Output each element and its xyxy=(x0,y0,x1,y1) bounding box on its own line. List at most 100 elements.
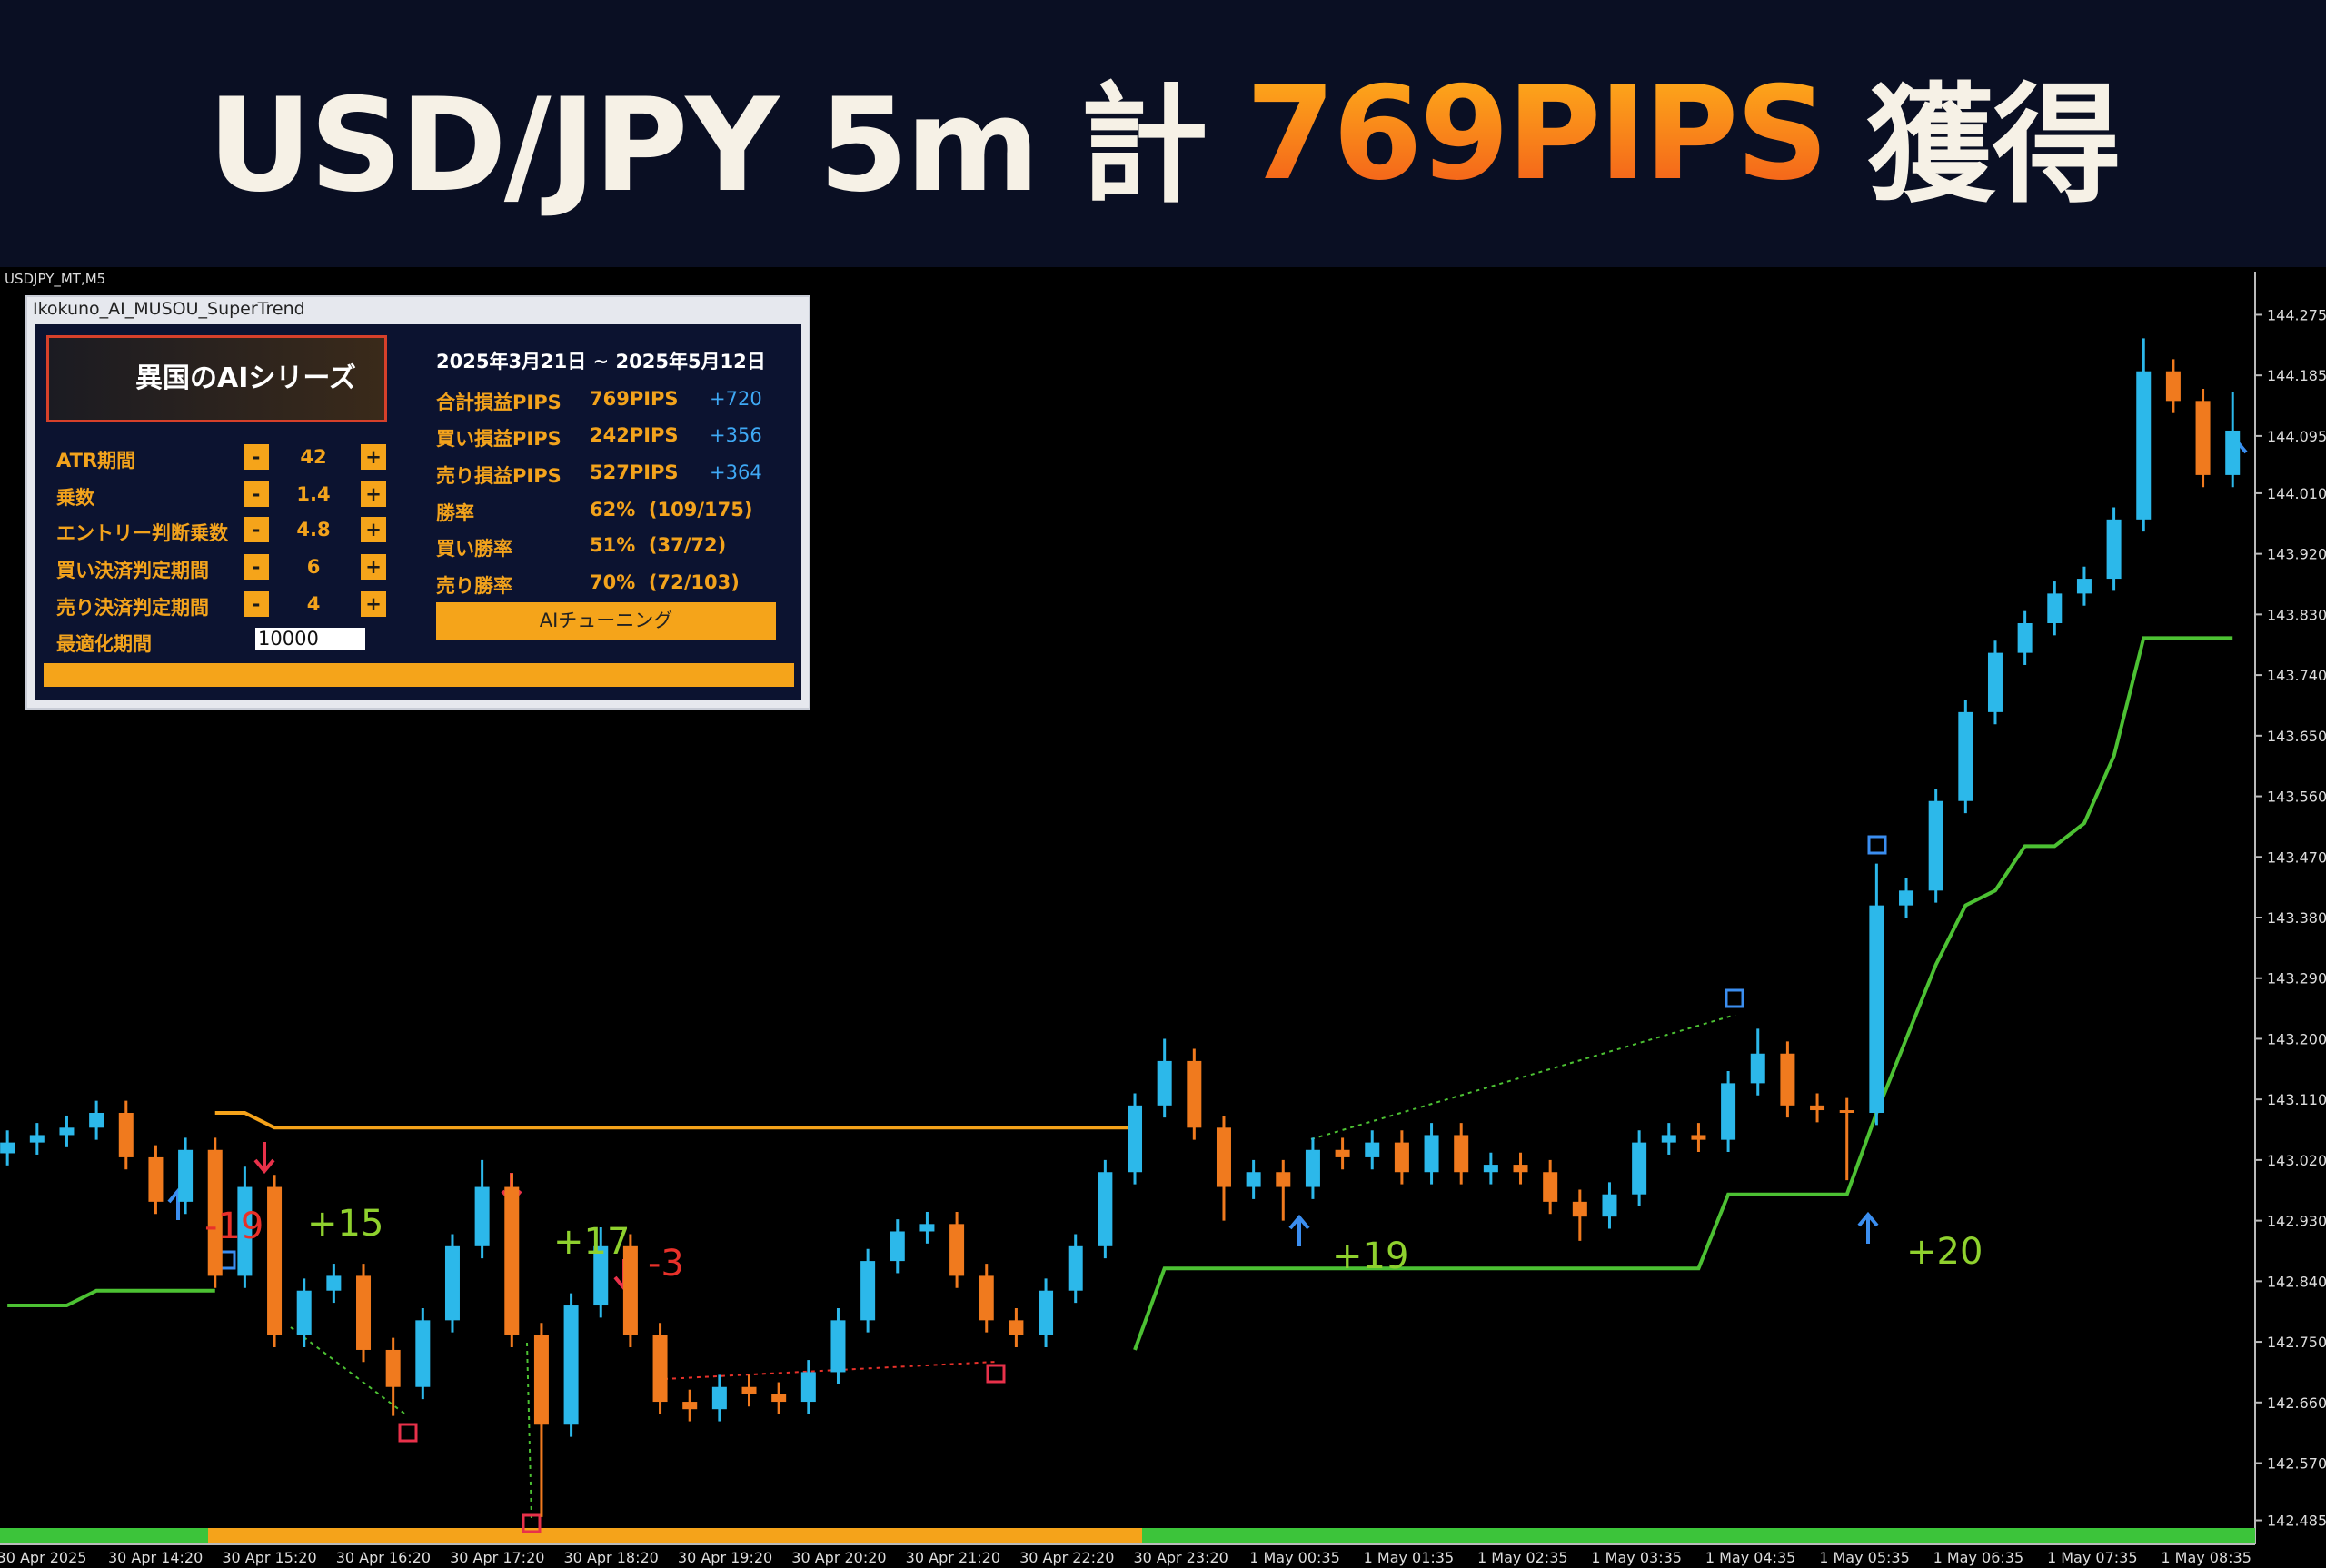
x-tick-label: 30 Apr 20:20 xyxy=(791,1549,886,1566)
candle-body xyxy=(890,1231,905,1262)
trade-result: +15 xyxy=(307,1203,383,1245)
candle-body xyxy=(89,1112,104,1128)
param-label: 最適化期間 xyxy=(56,633,152,655)
stat-delta: +720 xyxy=(710,388,762,410)
stat-value: 527PIPS xyxy=(590,461,679,483)
y-tick-label: 144.275 xyxy=(2267,306,2326,323)
param-label: ATR期間 xyxy=(56,450,136,471)
candle-body xyxy=(59,1127,75,1136)
candle-body xyxy=(1335,1149,1350,1157)
indicator-window: Ikokuno_AI_MUSOU_SuperTrend 異国のAIシリーズ ATR期… xyxy=(25,295,810,710)
candle-body xyxy=(1632,1142,1647,1195)
candle-body xyxy=(1394,1142,1409,1173)
candle-body xyxy=(504,1186,520,1335)
symbol-label: USDJPY_MT,M5 xyxy=(5,271,105,288)
plus-button[interactable]: + xyxy=(361,444,386,470)
candle-body xyxy=(2106,519,2122,580)
candle-body xyxy=(1869,905,1884,1113)
candle-body xyxy=(296,1290,312,1335)
candle-body xyxy=(0,1142,15,1154)
stat-label: 売り勝率 xyxy=(436,575,512,597)
trade-result: +17 xyxy=(553,1221,630,1263)
candle-body xyxy=(1543,1172,1558,1202)
supertrend-line xyxy=(214,1110,1136,1130)
minus-button[interactable]: - xyxy=(244,481,269,507)
y-tick-label: 142.930 xyxy=(2267,1213,2326,1230)
candle-body xyxy=(207,1149,223,1276)
x-tick-label: 30 Apr 2025 xyxy=(0,1549,86,1566)
y-tick-label: 142.570 xyxy=(2267,1455,2326,1473)
y-tick-label: 143.290 xyxy=(2267,970,2326,987)
x-tick-label: 1 May 04:35 xyxy=(1705,1549,1796,1566)
candle-body xyxy=(118,1112,134,1157)
candle-body xyxy=(2165,371,2181,402)
candle-body xyxy=(444,1245,460,1321)
candle-body xyxy=(593,1245,609,1306)
stat-delta: +356 xyxy=(710,424,762,446)
candle-body xyxy=(1305,1149,1320,1187)
y-tick-label: 143.380 xyxy=(2267,909,2326,927)
stat-label: 買い損益PIPS xyxy=(436,428,562,450)
candle-body xyxy=(741,1386,757,1394)
stat-value: 51% (37/72) xyxy=(590,534,727,556)
candle-body xyxy=(1157,1060,1172,1106)
candle-body xyxy=(1839,1110,1854,1113)
trade-result: +20 xyxy=(1906,1231,1983,1273)
candle-body xyxy=(326,1275,342,1291)
candle-body xyxy=(1572,1201,1587,1217)
plus-button[interactable]: + xyxy=(361,481,386,507)
candle-body xyxy=(1513,1165,1528,1173)
param-label: エントリー判断乗数 xyxy=(56,522,228,544)
x-tick-label: 30 Apr 18:20 xyxy=(564,1549,659,1566)
candle-body xyxy=(1958,711,1973,801)
plus-button[interactable]: + xyxy=(361,554,386,580)
stat-delta: +364 xyxy=(710,461,762,483)
plus-button[interactable]: + xyxy=(361,591,386,617)
stat-label: 売り損益PIPS xyxy=(436,465,562,487)
y-tick-label: 143.470 xyxy=(2267,849,2326,866)
minus-button[interactable]: - xyxy=(244,517,269,542)
stat-value: 62% (109/175) xyxy=(590,499,753,521)
candle-body xyxy=(1928,800,1943,891)
candle-body xyxy=(2195,401,2211,475)
y-tick-label: 142.485 xyxy=(2267,1513,2326,1530)
minus-button[interactable]: - xyxy=(244,554,269,580)
tuning-button[interactable]: AIチューニング xyxy=(436,602,776,640)
trade-lines xyxy=(290,1014,1736,1521)
x-tick-label: 30 Apr 15:20 xyxy=(222,1549,316,1566)
plus-button[interactable]: + xyxy=(361,517,386,542)
candle-body xyxy=(1276,1172,1291,1187)
y-tick-label: 142.840 xyxy=(2267,1273,2326,1290)
param-value: 4.8 xyxy=(296,519,331,541)
y-tick-label: 143.650 xyxy=(2267,728,2326,745)
y-tick-label: 143.560 xyxy=(2267,789,2326,806)
candle-body xyxy=(148,1156,164,1202)
y-tick-label: 143.830 xyxy=(2267,606,2326,623)
candle-body xyxy=(385,1349,401,1387)
y-tick-label: 143.020 xyxy=(2267,1152,2326,1169)
candle-body xyxy=(1899,890,1914,906)
x-tick-label: 1 May 08:35 xyxy=(2161,1549,2251,1566)
y-tick-label: 143.200 xyxy=(2267,1030,2326,1047)
candle-body xyxy=(830,1320,846,1373)
candle-body xyxy=(682,1402,698,1410)
minus-button[interactable]: - xyxy=(244,444,269,470)
candle-body xyxy=(1750,1053,1765,1084)
y-tick-label: 143.110 xyxy=(2267,1091,2326,1108)
candle-body xyxy=(771,1394,787,1403)
param-input[interactable]: 10000 xyxy=(255,628,365,650)
stat-label: 買い勝率 xyxy=(436,538,512,560)
title-highlight: 769PIPS xyxy=(1246,58,1829,209)
x-tick-label: 1 May 07:35 xyxy=(2047,1549,2138,1566)
minus-button[interactable]: - xyxy=(244,591,269,617)
y-tick-label: 144.185 xyxy=(2267,367,2326,384)
x-tick-label: 30 Apr 23:20 xyxy=(1133,1549,1228,1566)
candle-body xyxy=(1987,652,2003,712)
candle-body xyxy=(1424,1135,1439,1173)
title-part: 獲得 xyxy=(1865,71,2122,221)
param-value: 4 xyxy=(306,593,321,615)
candle-body xyxy=(1009,1320,1024,1335)
y-tick-label: 143.740 xyxy=(2267,667,2326,684)
status-bar xyxy=(1142,1528,2255,1543)
candle-body xyxy=(1098,1172,1113,1246)
